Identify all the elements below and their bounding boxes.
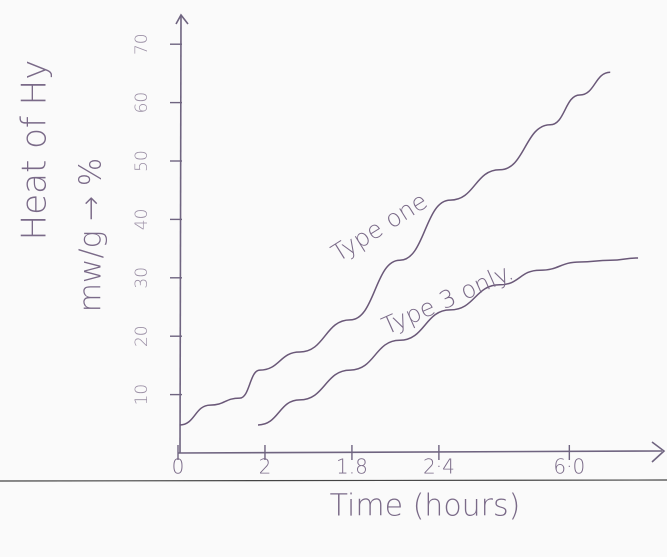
page-divider [0, 480, 667, 481]
y-tick-label: 30 [132, 267, 152, 289]
x-axis-label: Time (hours) [330, 489, 521, 524]
x-tick-label: 2·4 [423, 455, 455, 479]
y-tick-label: 60 [132, 92, 152, 114]
y-axis-arrow [176, 15, 188, 24]
y-axis-label: Heat of Hy [15, 60, 55, 241]
x-axis-arrow [652, 442, 664, 462]
x-axis [178, 451, 662, 453]
series-line [180, 72, 610, 425]
annotation: Type one [327, 187, 433, 268]
y-tick-label: 70 [132, 33, 152, 55]
annotation: Type 3 only. [378, 258, 518, 341]
y-tick-label: 10 [132, 384, 152, 406]
y-axis-unit: mw/g → % [74, 158, 109, 313]
x-tick-label: 1.8 [336, 455, 368, 479]
x-tick-label: 2 [259, 455, 272, 479]
y-axis [180, 15, 181, 453]
x-tick-label: 6·0 [553, 455, 585, 479]
y-tick-label: 40 [132, 209, 152, 231]
y-tick-label: 50 [132, 150, 152, 172]
y-tick-label: 20 [132, 325, 152, 347]
chart: Time (hours) Heat of Hy mw/g → % 1020304… [0, 0, 667, 557]
x-tick-label: 0 [172, 455, 185, 479]
